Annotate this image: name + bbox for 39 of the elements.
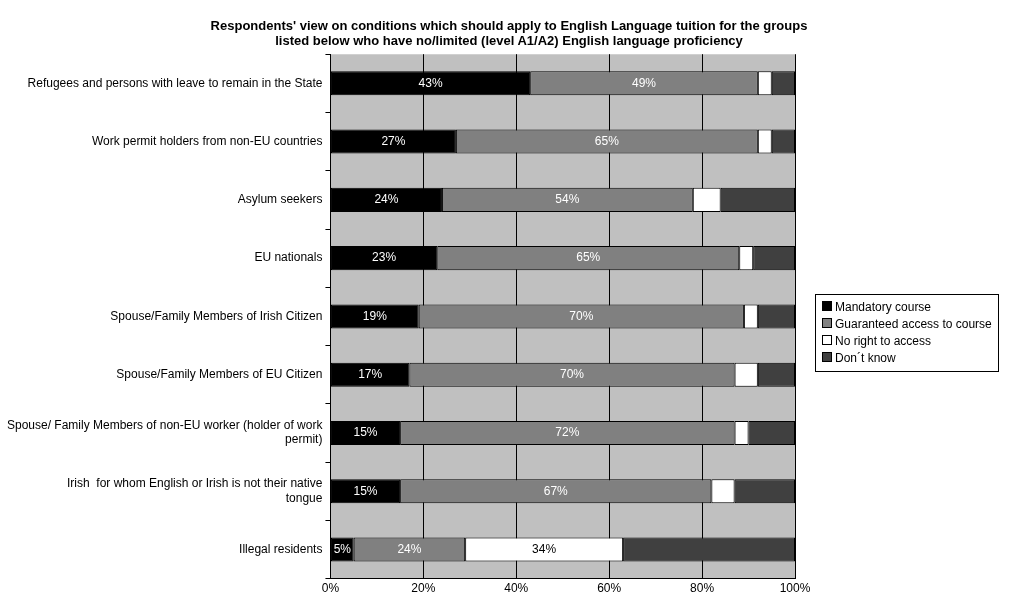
data-label: 70%: [569, 308, 594, 323]
x-tick-label: 80%: [690, 581, 715, 596]
y-tick-label: Work permit holders from non-EU countries: [91, 133, 323, 148]
data-label: 34%: [532, 541, 557, 556]
y-tick-label: EU nationals: [254, 250, 323, 265]
y-tick-label: Refugees and persons with leave to remain in the State: [27, 75, 323, 90]
data-label: 15%: [353, 483, 378, 498]
data-label: 72%: [555, 425, 580, 440]
data-label: 24%: [397, 541, 422, 556]
x-tick-label: 100%: [779, 581, 811, 596]
data-label: 65%: [594, 133, 620, 148]
data-label: 65%: [576, 250, 601, 265]
data-label: 19%: [362, 308, 388, 323]
data-label: 70%: [560, 366, 585, 381]
y-tick-label: Spouse/Family Members of Irish Citizen: [110, 308, 323, 323]
x-tick-label: 20%: [411, 581, 436, 596]
x-tick-label: 40%: [504, 581, 529, 596]
chart-title: Respondents' view on conditions which should apply to English Language tuition for the groups listed below who have no/limited (level A1/A2) English language proficiency: [209, 17, 809, 48]
y-tick-label: Irish for whom English or Irish is not their native tongue: [67, 476, 323, 505]
data-label: 15%: [353, 425, 378, 440]
y-tick-label: Asylum seekers: [237, 192, 323, 207]
data-label: 43%: [418, 75, 443, 90]
y-tick-label: Spouse/ Family Members of non-EU worker (holder of work permit): [6, 418, 324, 447]
y-tick-label: Spouse/Family Members of EU Citizen: [116, 366, 323, 381]
legend-label: Don´t know: [835, 351, 896, 365]
data-label: 17%: [358, 366, 383, 381]
data-label: 67%: [543, 483, 569, 498]
y-tick-label: Illegal residents: [239, 541, 323, 556]
data-label: 49%: [632, 75, 657, 90]
data-label: 24%: [374, 192, 399, 207]
x-tick-label: 60%: [597, 581, 622, 596]
data-label: 27%: [381, 133, 406, 148]
legend-label: No right to access: [835, 334, 932, 348]
legend-label: Mandatory course: [835, 300, 932, 314]
x-tick-label: 0%: [321, 581, 340, 596]
data-label: 5%: [333, 541, 352, 556]
data-label: 23%: [372, 250, 397, 265]
legend-label: Guaranteed access to course: [835, 317, 992, 331]
data-label: 54%: [555, 192, 580, 207]
